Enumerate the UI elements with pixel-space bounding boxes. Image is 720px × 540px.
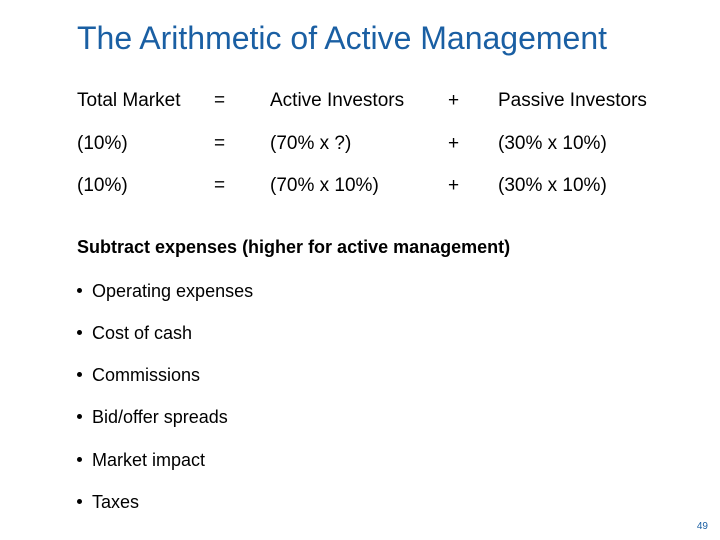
equation-passive: (30% x 10%) [498,133,607,154]
equation-active: (70% x ?) [270,133,352,154]
equation-plus: + [448,90,460,111]
bullet-dot-icon [77,456,82,462]
bullet-item: Cost of cash [77,323,192,345]
bullet-item: Market impact [77,450,205,472]
bullet-text: Taxes [92,492,140,512]
bullet-dot-icon [77,498,82,504]
bullet-dot-icon [77,329,82,335]
slide-title: The Arithmetic of Active Management [77,20,608,56]
equation-row-header: Total Market = Active Investors + Passiv… [0,90,720,114]
bullet-text: Commissions [92,365,201,385]
equation-equals: = [214,133,226,154]
bullet-text: Market impact [92,450,206,470]
equation-active: (70% x 10%) [270,175,379,196]
equation-total-market: (10%) [77,175,128,196]
equation-passive: (30% x 10%) [498,175,607,196]
bullet-item: Bid/offer spreads [77,407,228,429]
bullet-item: Operating expenses [77,281,253,303]
bullet-dot-icon [77,413,82,419]
bullet-text: Operating expenses [92,281,254,301]
equation-active: Active Investors [270,90,405,111]
equation-row-unknown: (10%) = (70% x ?) + (30% x 10%) [0,133,720,157]
bullet-text: Cost of cash [92,323,193,343]
bullet-dot-icon [77,371,82,377]
equation-equals: = [214,175,226,196]
equation-passive: Passive Investors [498,90,647,111]
bullet-item: Taxes [77,492,139,514]
equation-plus: + [448,133,460,154]
equation-row-solved: (10%) = (70% x 10%) + (30% x 10%) [0,175,720,199]
bullet-text: Bid/offer spreads [92,407,228,427]
page-number: 49 [696,521,708,532]
equation-plus: + [448,175,460,196]
equation-total-market: (10%) [77,133,128,154]
equation-total-market: Total Market [77,90,181,111]
bullet-item: Commissions [77,365,200,387]
equation-equals: = [214,90,226,111]
bullet-dot-icon [77,287,82,293]
expenses-subheading: Subtract expenses (higher for active man… [77,237,511,257]
